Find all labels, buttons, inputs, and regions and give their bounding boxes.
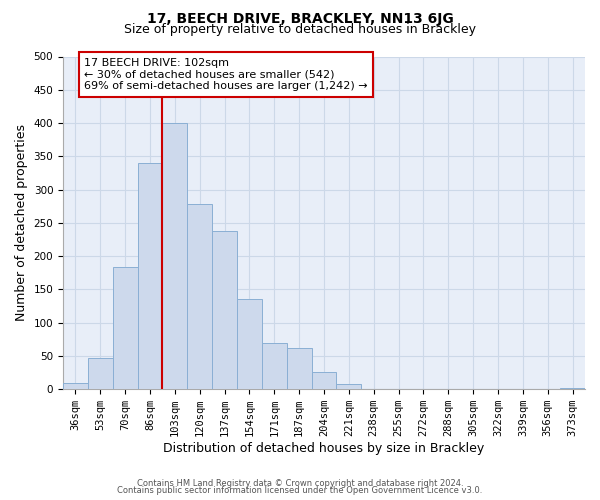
Text: 17, BEECH DRIVE, BRACKLEY, NN13 6JG: 17, BEECH DRIVE, BRACKLEY, NN13 6JG bbox=[146, 12, 454, 26]
Bar bbox=[88, 358, 113, 389]
Bar bbox=[311, 372, 337, 389]
Bar bbox=[63, 382, 88, 389]
Text: Contains HM Land Registry data © Crown copyright and database right 2024.: Contains HM Land Registry data © Crown c… bbox=[137, 478, 463, 488]
Bar bbox=[212, 231, 237, 389]
Bar bbox=[137, 163, 163, 389]
Bar bbox=[187, 204, 212, 389]
Bar bbox=[287, 348, 311, 389]
Text: 17 BEECH DRIVE: 102sqm
← 30% of detached houses are smaller (542)
69% of semi-de: 17 BEECH DRIVE: 102sqm ← 30% of detached… bbox=[84, 58, 368, 91]
Bar bbox=[560, 388, 585, 389]
Bar bbox=[113, 268, 137, 389]
Bar bbox=[237, 300, 262, 389]
Bar bbox=[163, 123, 187, 389]
Y-axis label: Number of detached properties: Number of detached properties bbox=[15, 124, 28, 322]
X-axis label: Distribution of detached houses by size in Brackley: Distribution of detached houses by size … bbox=[163, 442, 485, 455]
Text: Size of property relative to detached houses in Brackley: Size of property relative to detached ho… bbox=[124, 22, 476, 36]
Bar bbox=[337, 384, 361, 389]
Bar bbox=[262, 342, 287, 389]
Text: Contains public sector information licensed under the Open Government Licence v3: Contains public sector information licen… bbox=[118, 486, 482, 495]
